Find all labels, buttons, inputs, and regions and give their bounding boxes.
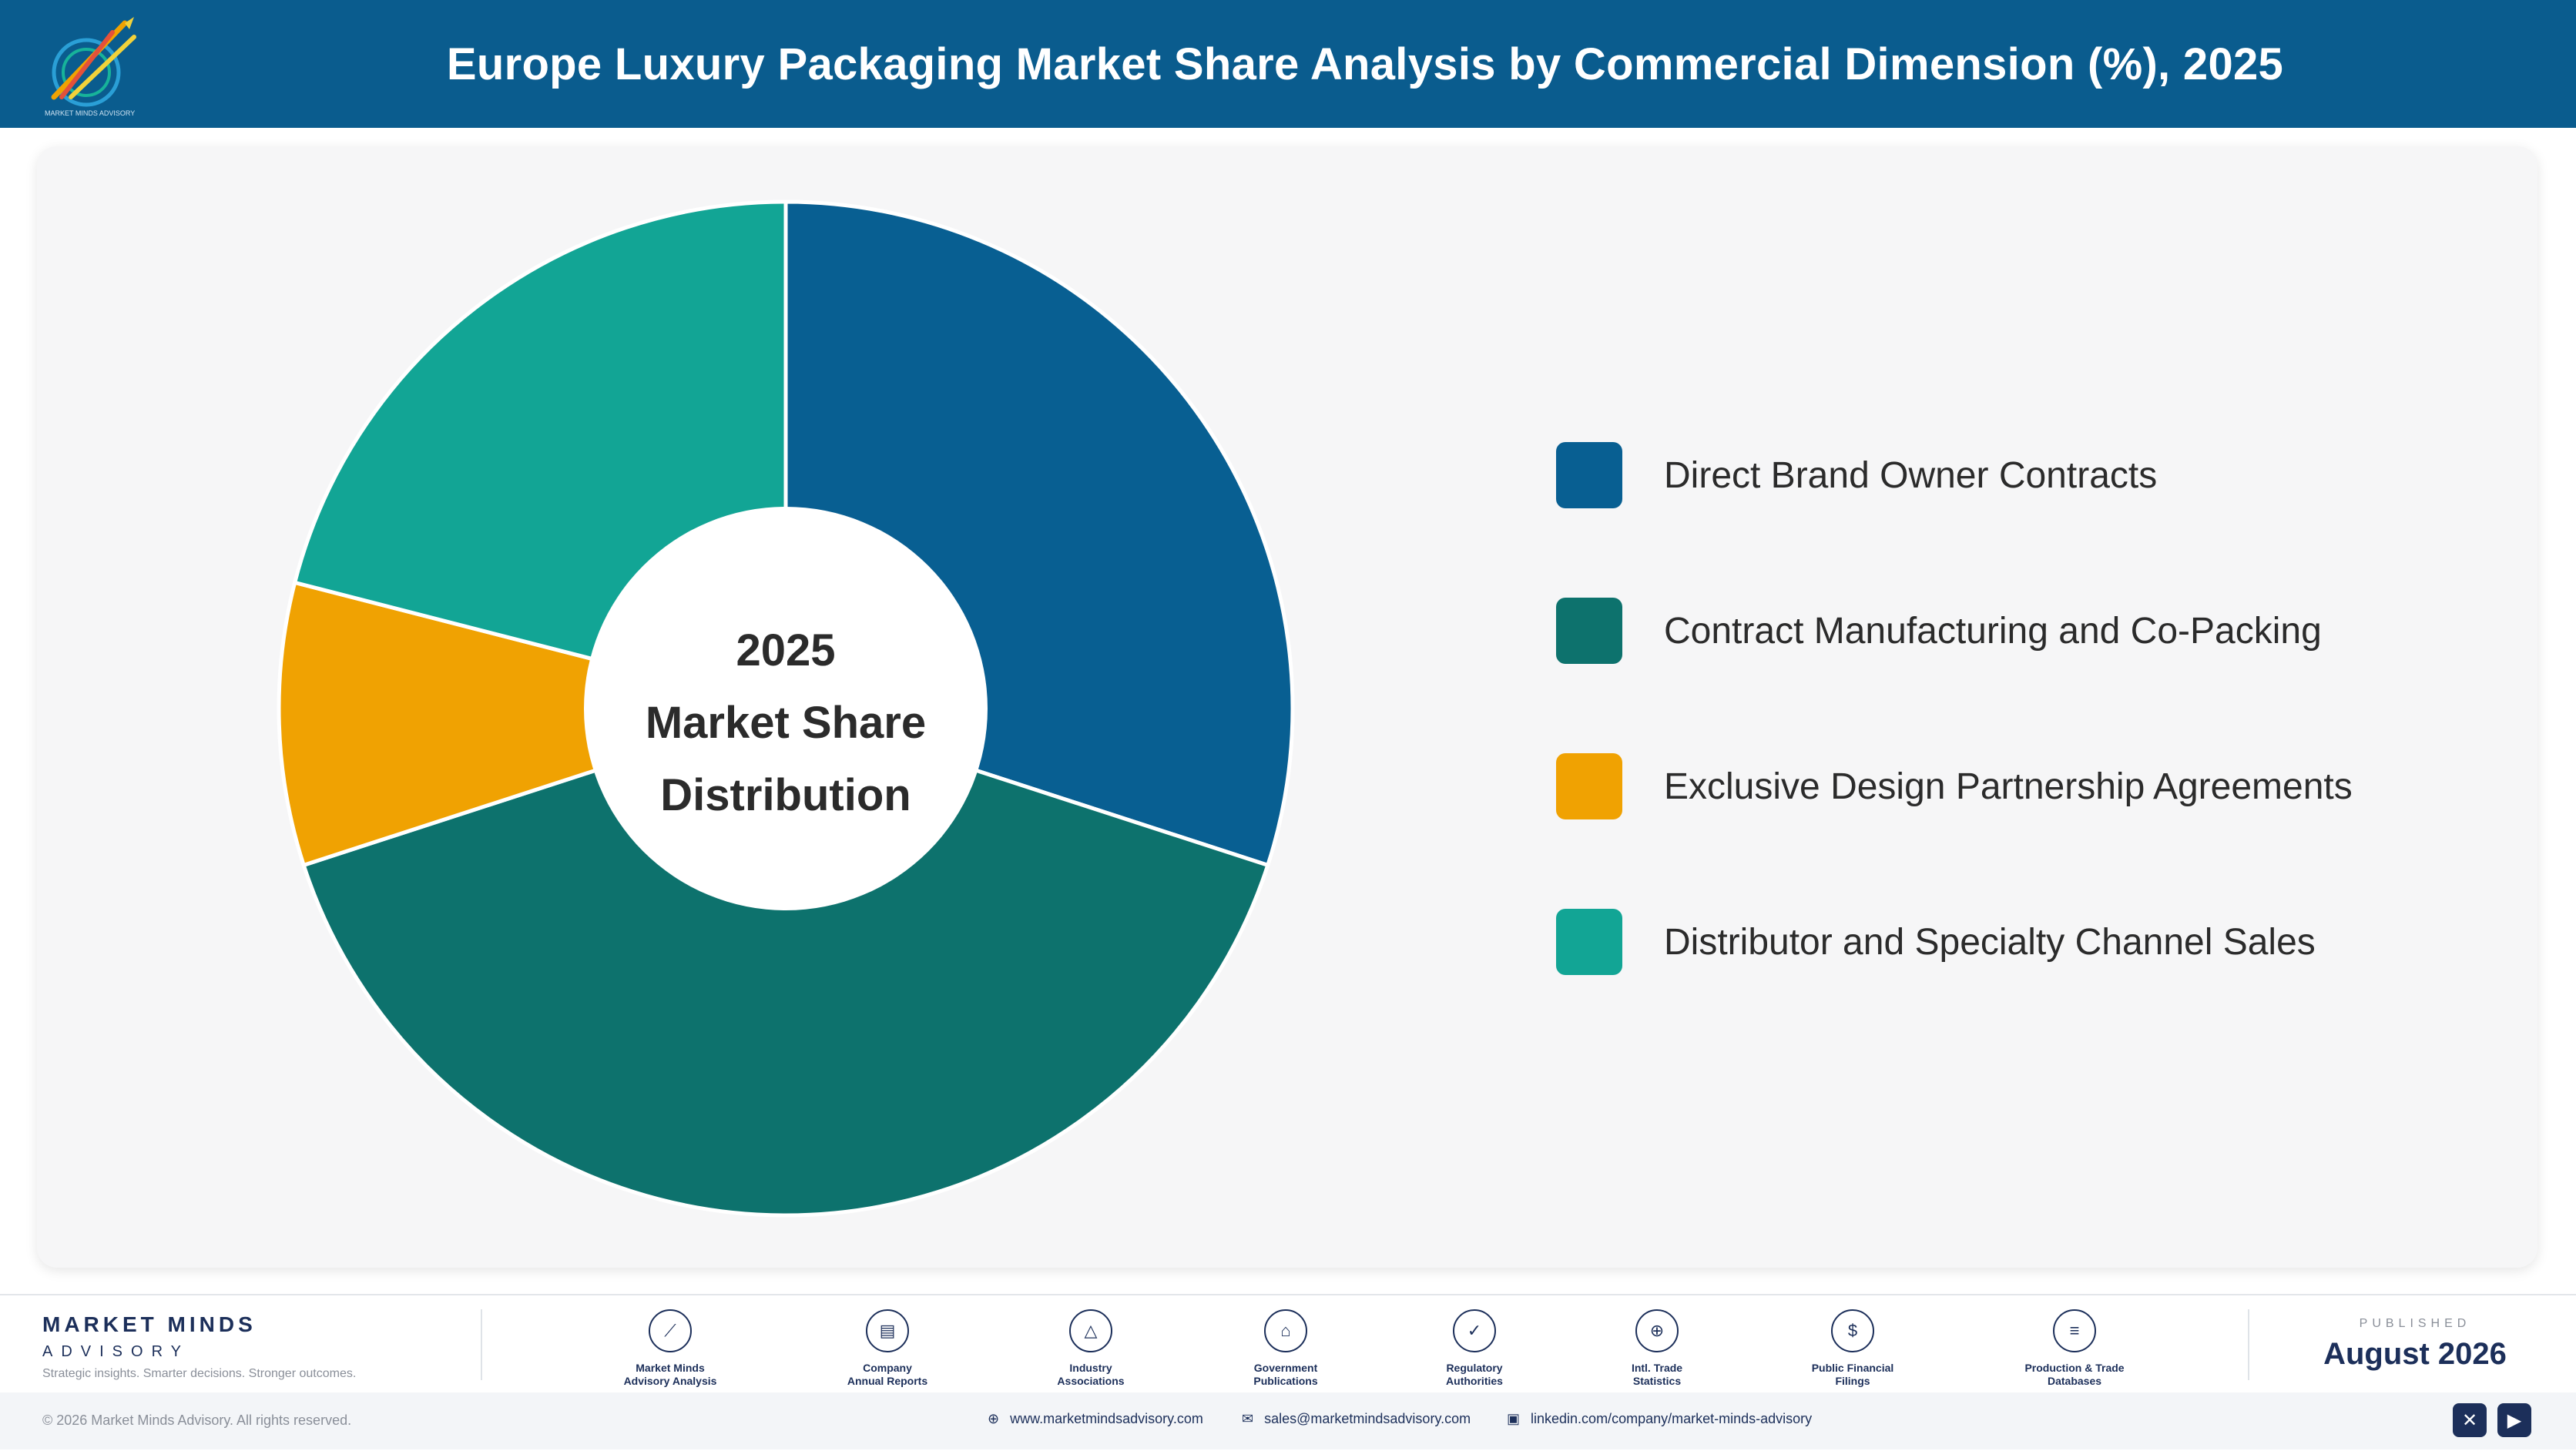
globe-icon: ⊕: [988, 1411, 1000, 1426]
chart-line-icon: ⟋: [649, 1309, 692, 1352]
document-icon: ▤: [866, 1309, 909, 1352]
source-item: ⌂ Government Publications: [1201, 1309, 1370, 1388]
source-label: Intl. Trade Statistics: [1631, 1362, 1683, 1387]
linkedin-icon: ▣: [1507, 1411, 1521, 1426]
legend-item: Exclusive Design Partnership Agreements: [1556, 752, 2353, 820]
copyright-text: © 2026 Market Minds Advisory. All rights…: [42, 1412, 352, 1428]
legend-item: Contract Manufacturing and Co-Packing: [1556, 597, 2353, 665]
website-text: www.marketmindsadvisory.com: [1010, 1411, 1203, 1426]
legend-label: Distributor and Specialty Channel Sales: [1664, 921, 2316, 963]
source-label: Regulatory Authorities: [1446, 1362, 1503, 1387]
source-item: ≡ Production & Trade Databases: [1990, 1309, 2159, 1388]
source-item: ⟋ Market Minds Advisory Analysis: [585, 1309, 755, 1388]
published-block: PUBLISHED August 2026: [2299, 1317, 2531, 1372]
footer-brand: MARKET MINDS ADVISORY Strategic insights…: [42, 1312, 356, 1381]
source-item: ▤ Company Annual Reports: [803, 1309, 972, 1388]
legend-label: Contract Manufacturing and Co-Packing: [1664, 610, 2322, 652]
government-building-icon: ⌂: [1264, 1309, 1307, 1352]
legend-label: Exclusive Design Partnership Agreements: [1664, 766, 2353, 807]
source-label: Production & Trade Databases: [2024, 1362, 2125, 1387]
source-label: Government Publications: [1253, 1362, 1318, 1387]
legend-swatch: [1556, 753, 1622, 819]
brand-name: MARKET MINDS: [42, 1312, 257, 1336]
legend-swatch: [1556, 909, 1622, 975]
center-label-title: Market Share: [646, 698, 926, 748]
pie-slice-2: [301, 706, 1270, 1218]
market-minds-logo: MARKET MINDS ADVISORY: [45, 17, 136, 117]
footer-divider: [2248, 1309, 2249, 1380]
pie-slice-3: [277, 580, 793, 868]
brand-tagline: Strategic insights. Smarter decisions. S…: [42, 1367, 357, 1380]
email-text: sales@marketmindsadvisory.com: [1264, 1411, 1471, 1426]
database-icon: ≡: [2053, 1309, 2096, 1352]
shield-check-icon: ✓: [1453, 1309, 1496, 1352]
brand-subtitle: ADVISORY: [42, 1343, 190, 1360]
legend-swatch: [1556, 598, 1622, 664]
mail-icon: ✉: [1242, 1411, 1254, 1426]
footer-divider: [481, 1309, 482, 1380]
source-item: △ Industry Associations: [1006, 1309, 1176, 1388]
youtube-icon[interactable]: ▶: [2497, 1403, 2531, 1437]
linkedin-text: linkedin.com/company/market-minds-adviso…: [1531, 1411, 1813, 1426]
legend-item: Direct Brand Owner Contracts: [1556, 441, 2353, 509]
legend-item: Distributor and Specialty Channel Sales: [1556, 908, 2353, 976]
website-link[interactable]: ⊕ www.marketmindsadvisory.com: [988, 1411, 1203, 1427]
chart-legend: Direct Brand Owner Contracts Contract Man…: [1556, 441, 2353, 1064]
linkedin-link[interactable]: ▣ linkedin.com/company/market-minds-advi…: [1507, 1411, 1812, 1427]
published-label: PUBLISHED: [2359, 1317, 2471, 1330]
center-label-year: 2025: [736, 625, 835, 675]
source-label: Public Financial Filings: [1811, 1362, 1894, 1387]
legend-swatch: [1556, 442, 1622, 508]
dollar-coin-icon: $: [1831, 1309, 1874, 1352]
svg-text:MARKET MINDS ADVISORY: MARKET MINDS ADVISORY: [45, 109, 135, 117]
legend-label: Direct Brand Owner Contracts: [1664, 454, 2158, 496]
x-icon[interactable]: ✕: [2453, 1403, 2487, 1437]
header-bar: MARKET MINDS ADVISORY Europe Luxury Pack…: [0, 0, 2576, 128]
network-icon: △: [1069, 1309, 1112, 1352]
source-item: ⊕ Intl. Trade Statistics: [1572, 1309, 1742, 1388]
published-date: August 2026: [2323, 1337, 2507, 1371]
source-label: Company Annual Reports: [847, 1362, 928, 1387]
source-item: ✓ Regulatory Authorities: [1390, 1309, 1559, 1388]
donut-chart: 2025 Market Share Distribution: [277, 202, 1293, 1218]
bottom-bar: © 2026 Market Minds Advisory. All rights…: [0, 1392, 2576, 1449]
source-label: Industry Associations: [1057, 1362, 1125, 1387]
source-item: $ Public Financial Filings: [1768, 1309, 1937, 1388]
donut-hole: [584, 507, 988, 910]
center-label-subtitle: Distribution: [660, 770, 911, 820]
source-label: Market Minds Advisory Analysis: [623, 1362, 717, 1387]
globe-icon: ⊕: [1635, 1309, 1679, 1352]
email-link[interactable]: ✉ sales@marketmindsadvisory.com: [1242, 1411, 1471, 1427]
chart-title: Europe Luxury Packaging Market Share Ana…: [446, 39, 2284, 89]
